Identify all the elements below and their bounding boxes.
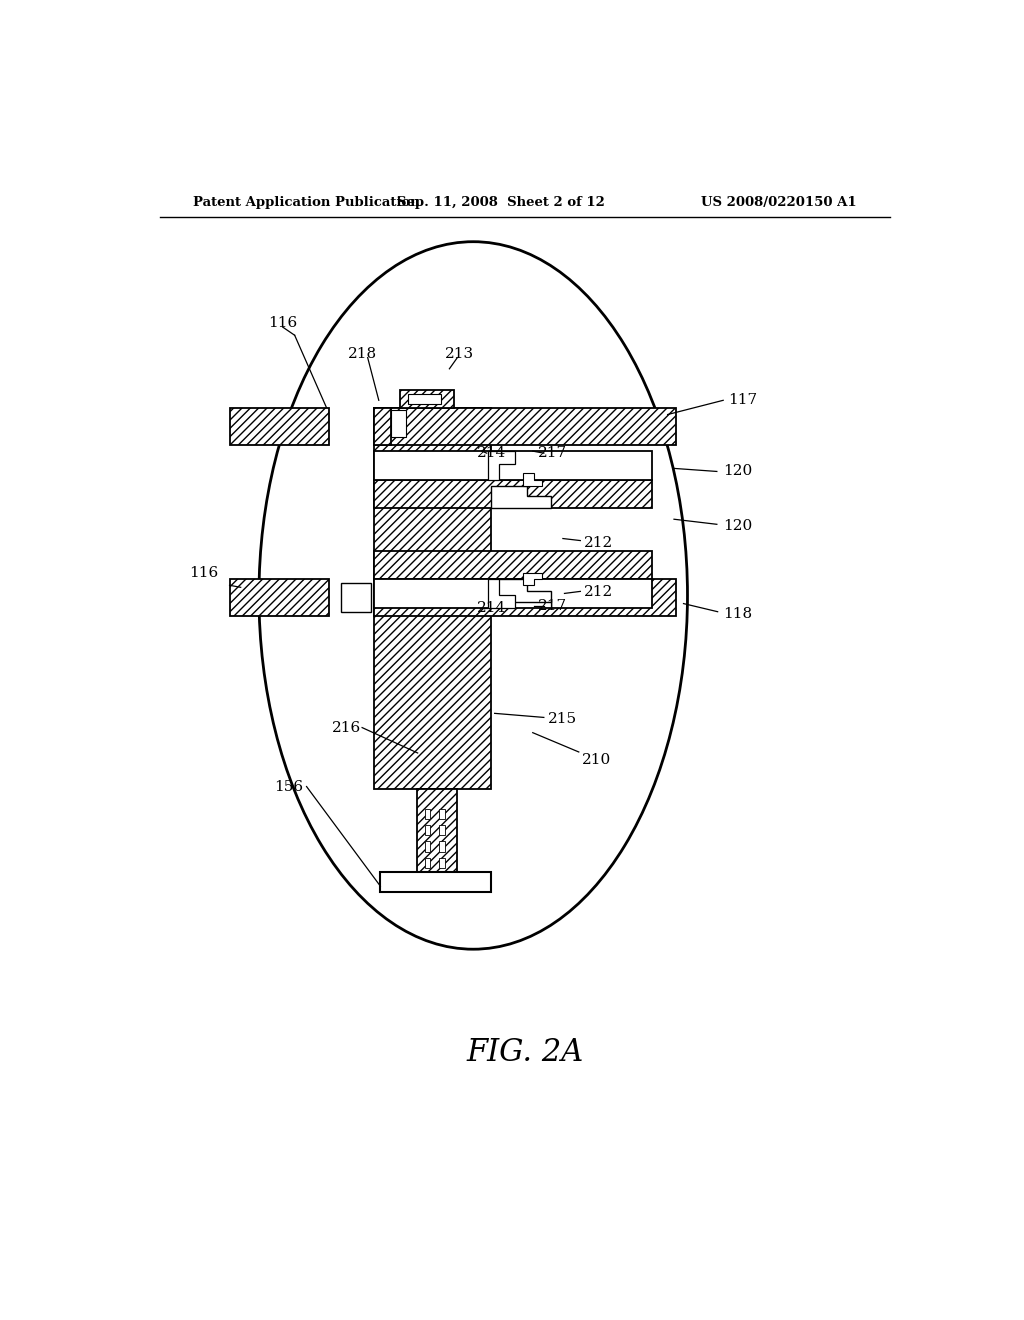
- Bar: [425, 858, 430, 867]
- Text: 213: 213: [445, 347, 474, 360]
- Text: 212: 212: [584, 536, 613, 549]
- Text: Patent Application Publication: Patent Application Publication: [194, 195, 420, 209]
- Text: 212: 212: [584, 585, 613, 599]
- Text: 218: 218: [347, 347, 377, 360]
- Polygon shape: [487, 579, 515, 607]
- Text: 117: 117: [728, 393, 758, 408]
- Text: 214: 214: [477, 601, 506, 615]
- Text: 214: 214: [477, 446, 506, 461]
- Bar: [400, 391, 454, 408]
- Text: 217: 217: [538, 446, 567, 461]
- Bar: [374, 579, 651, 607]
- Bar: [439, 809, 444, 818]
- Bar: [374, 451, 651, 479]
- Text: 120: 120: [723, 465, 752, 478]
- Text: 210: 210: [582, 754, 611, 767]
- Text: Sep. 11, 2008  Sheet 2 of 12: Sep. 11, 2008 Sheet 2 of 12: [397, 195, 605, 209]
- Bar: [380, 873, 492, 892]
- Bar: [374, 408, 676, 445]
- Text: US 2008/0220150 A1: US 2008/0220150 A1: [700, 195, 856, 209]
- Polygon shape: [492, 579, 551, 602]
- Text: 156: 156: [273, 780, 303, 793]
- Bar: [229, 579, 329, 615]
- Bar: [408, 395, 441, 404]
- Bar: [374, 408, 492, 788]
- Text: 120: 120: [723, 519, 752, 533]
- Polygon shape: [523, 573, 543, 585]
- Text: 116: 116: [268, 315, 297, 330]
- Text: FIG. 2A: FIG. 2A: [466, 1038, 584, 1068]
- Bar: [425, 809, 430, 818]
- Bar: [374, 408, 391, 445]
- Text: 217: 217: [538, 598, 567, 612]
- Text: 216: 216: [332, 721, 360, 735]
- Bar: [417, 788, 457, 878]
- Bar: [374, 550, 651, 579]
- Bar: [391, 411, 406, 437]
- Bar: [229, 408, 329, 445]
- Polygon shape: [487, 451, 515, 479]
- Bar: [425, 841, 430, 851]
- Text: 118: 118: [723, 607, 752, 620]
- Bar: [439, 858, 444, 867]
- Bar: [439, 841, 444, 851]
- Bar: [439, 825, 444, 836]
- Bar: [374, 579, 676, 615]
- Bar: [341, 583, 371, 611]
- Bar: [374, 479, 651, 508]
- Bar: [425, 825, 430, 836]
- Polygon shape: [492, 486, 551, 508]
- Polygon shape: [523, 474, 543, 486]
- Text: 116: 116: [188, 566, 218, 579]
- Text: 215: 215: [548, 713, 577, 726]
